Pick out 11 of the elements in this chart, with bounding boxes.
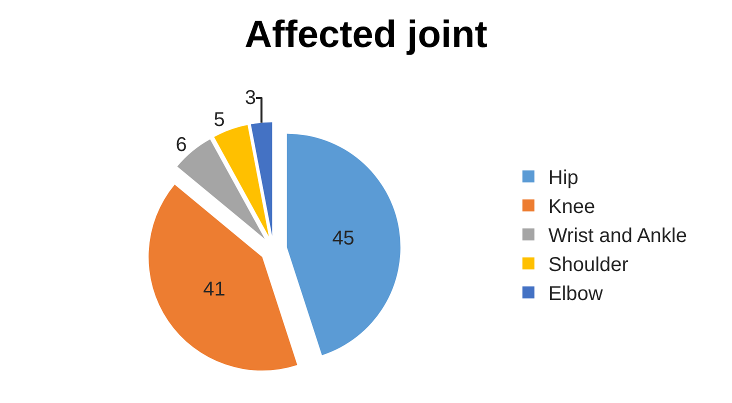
data-label: 5 [214,108,225,131]
legend-label: Knee [548,196,596,218]
legend-label: Shoulder [548,254,629,276]
data-label: 6 [176,134,187,156]
data-label: 45 [332,227,354,250]
legend-label: Hip [548,167,578,190]
legend-label: Wrist and Ankle [548,225,687,248]
legend-label: Elbow [548,283,604,306]
data-label: 41 [203,278,226,301]
data-label: 3 [244,86,256,109]
chart-title: Affected joint [244,14,488,56]
